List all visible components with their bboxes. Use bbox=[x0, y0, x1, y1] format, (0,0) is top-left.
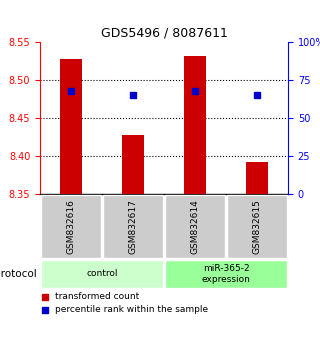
Text: percentile rank within the sample: percentile rank within the sample bbox=[55, 306, 208, 314]
Text: control: control bbox=[86, 269, 118, 279]
Text: transformed count: transformed count bbox=[55, 292, 139, 301]
Text: protocol: protocol bbox=[0, 269, 37, 279]
Text: GSM832614: GSM832614 bbox=[190, 199, 199, 254]
Text: GSM832616: GSM832616 bbox=[67, 199, 76, 254]
FancyBboxPatch shape bbox=[227, 195, 287, 258]
Title: GDS5496 / 8087611: GDS5496 / 8087611 bbox=[100, 27, 228, 40]
FancyBboxPatch shape bbox=[103, 195, 163, 258]
FancyBboxPatch shape bbox=[164, 195, 225, 258]
Bar bbox=[60, 59, 82, 194]
Text: GSM832615: GSM832615 bbox=[252, 199, 261, 254]
Text: miR-365-2
expression: miR-365-2 expression bbox=[202, 264, 251, 284]
Text: GSM832617: GSM832617 bbox=[129, 199, 138, 254]
FancyBboxPatch shape bbox=[41, 260, 164, 287]
Bar bbox=[184, 56, 206, 194]
Bar bbox=[122, 135, 144, 194]
FancyBboxPatch shape bbox=[164, 260, 287, 287]
Bar bbox=[246, 162, 268, 194]
FancyBboxPatch shape bbox=[41, 195, 101, 258]
